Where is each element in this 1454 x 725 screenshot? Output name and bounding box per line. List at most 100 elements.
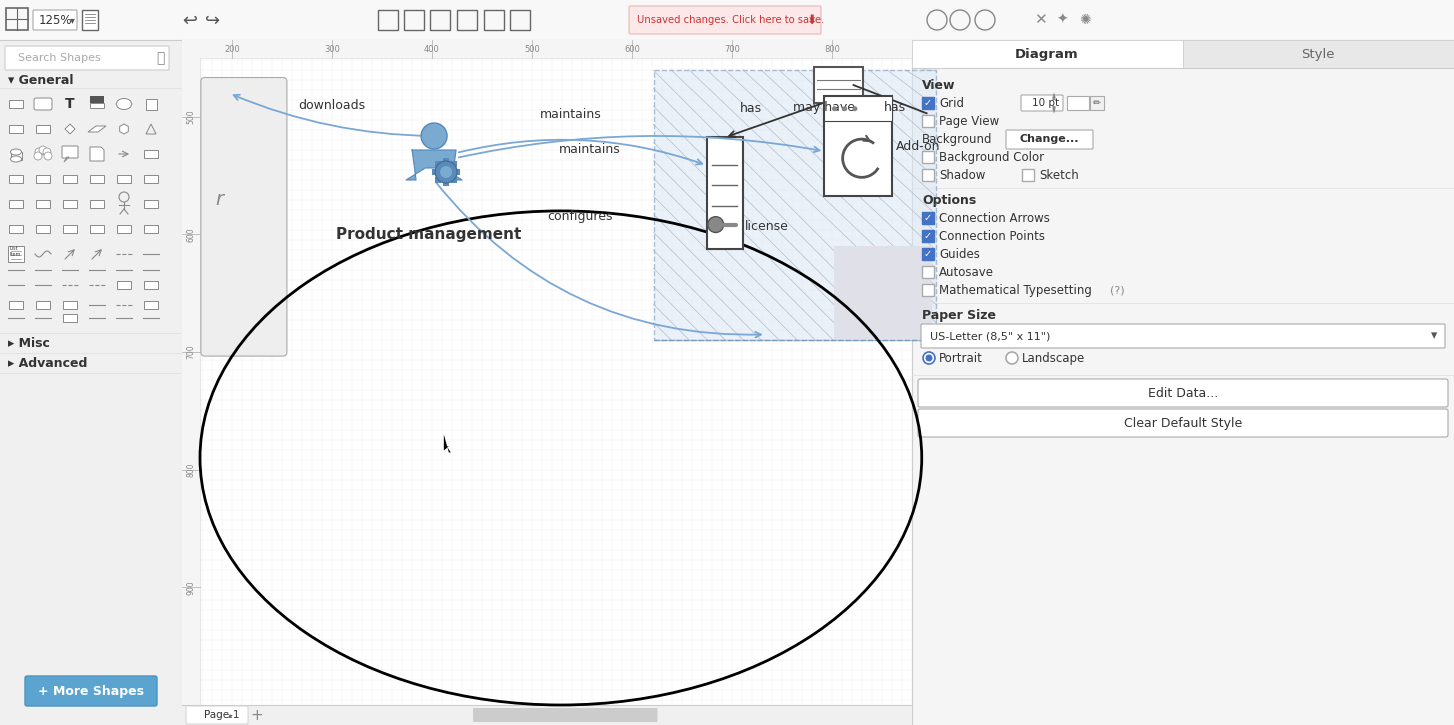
FancyBboxPatch shape [630,6,822,34]
FancyBboxPatch shape [116,175,131,183]
Bar [922,230,933,242]
FancyBboxPatch shape [9,301,23,309]
Circle shape [422,123,446,149]
Bar [922,151,933,163]
FancyBboxPatch shape [144,225,158,233]
Bar [653,70,936,340]
Bar [443,180,449,186]
Text: Grid: Grid [939,96,964,109]
Circle shape [39,146,47,154]
Bar [0,0,1454,40]
Bar [451,161,457,167]
Polygon shape [90,147,105,161]
Text: configures: configures [548,210,614,223]
Text: 300: 300 [324,44,340,54]
Text: Unsaved changes. Click here to save.: Unsaved changes. Click here to save. [637,15,824,25]
Text: + More Shapes: + More Shapes [38,684,144,697]
Bar [1022,169,1034,181]
Text: ▾: ▾ [1431,329,1437,342]
Text: license: license [744,220,788,233]
Text: Background: Background [922,133,993,146]
FancyBboxPatch shape [63,225,77,233]
Bar [922,169,933,181]
FancyBboxPatch shape [144,175,158,183]
Text: Paper Size: Paper Size [922,309,996,321]
FancyBboxPatch shape [1006,130,1093,149]
FancyBboxPatch shape [917,379,1448,407]
Text: Mathematical Typesetting: Mathematical Typesetting [939,283,1092,297]
Text: ✏: ✏ [1093,98,1101,108]
Text: Autosave: Autosave [939,265,995,278]
Text: ⌕: ⌕ [156,51,164,65]
FancyBboxPatch shape [917,409,1448,437]
Bar [707,138,743,249]
Text: Background Color: Background Color [939,151,1044,164]
FancyBboxPatch shape [63,175,77,183]
Text: Search Shapes: Search Shapes [17,53,100,63]
Bar [378,10,398,30]
Bar [6,8,28,30]
FancyBboxPatch shape [9,175,23,183]
Text: (?): (?) [1109,285,1124,295]
FancyArrow shape [1053,106,1056,114]
Bar [0,40,182,725]
Polygon shape [65,124,76,134]
Bar [404,10,425,30]
Text: 900: 900 [186,580,195,594]
FancyBboxPatch shape [9,100,23,108]
FancyBboxPatch shape [63,301,77,309]
FancyBboxPatch shape [63,146,79,158]
Circle shape [708,217,724,233]
FancyBboxPatch shape [36,175,49,183]
FancyArrow shape [1053,93,1056,100]
Circle shape [852,107,858,111]
FancyBboxPatch shape [63,314,77,322]
Bar [432,169,438,175]
Polygon shape [89,126,106,132]
FancyBboxPatch shape [90,175,105,183]
Bar [90,103,105,108]
Bar [922,248,933,260]
Text: 700: 700 [724,44,740,54]
Text: 500: 500 [186,109,195,124]
Text: ↪: ↪ [205,12,221,30]
Bar [182,40,912,705]
FancyBboxPatch shape [186,706,249,724]
FancyBboxPatch shape [36,225,49,233]
Bar [9,246,25,262]
Text: Guides: Guides [939,247,980,260]
Bar [814,67,864,103]
FancyBboxPatch shape [920,324,1445,348]
Text: ✓: ✓ [923,249,932,259]
Text: US-Letter (8,5" x 11"): US-Letter (8,5" x 11") [931,331,1050,341]
Text: ✓: ✓ [923,98,932,108]
Bar [182,705,912,725]
Circle shape [33,152,42,160]
Text: Connection Arrows: Connection Arrows [939,212,1050,225]
FancyBboxPatch shape [36,125,49,133]
Polygon shape [406,150,462,180]
Text: 700: 700 [186,345,195,360]
FancyBboxPatch shape [9,200,23,208]
Text: ▴: ▴ [228,710,233,719]
Text: ▾: ▾ [70,15,74,25]
Text: maintains: maintains [539,108,602,121]
Circle shape [44,148,51,156]
Text: Connection Points: Connection Points [939,230,1045,242]
Bar [835,247,932,340]
Circle shape [44,152,52,160]
Text: Page-1: Page-1 [204,710,240,720]
Text: may have: may have [794,101,855,114]
Ellipse shape [10,156,22,162]
Bar [824,96,893,196]
Text: Edit Data...: Edit Data... [1147,386,1218,399]
Bar [430,10,449,30]
Text: Options: Options [922,194,976,207]
Text: has: has [884,101,906,114]
Bar [454,169,459,175]
FancyBboxPatch shape [90,225,105,233]
FancyBboxPatch shape [144,281,158,289]
Circle shape [441,166,452,178]
Text: 400: 400 [425,44,441,54]
Bar [90,96,105,103]
